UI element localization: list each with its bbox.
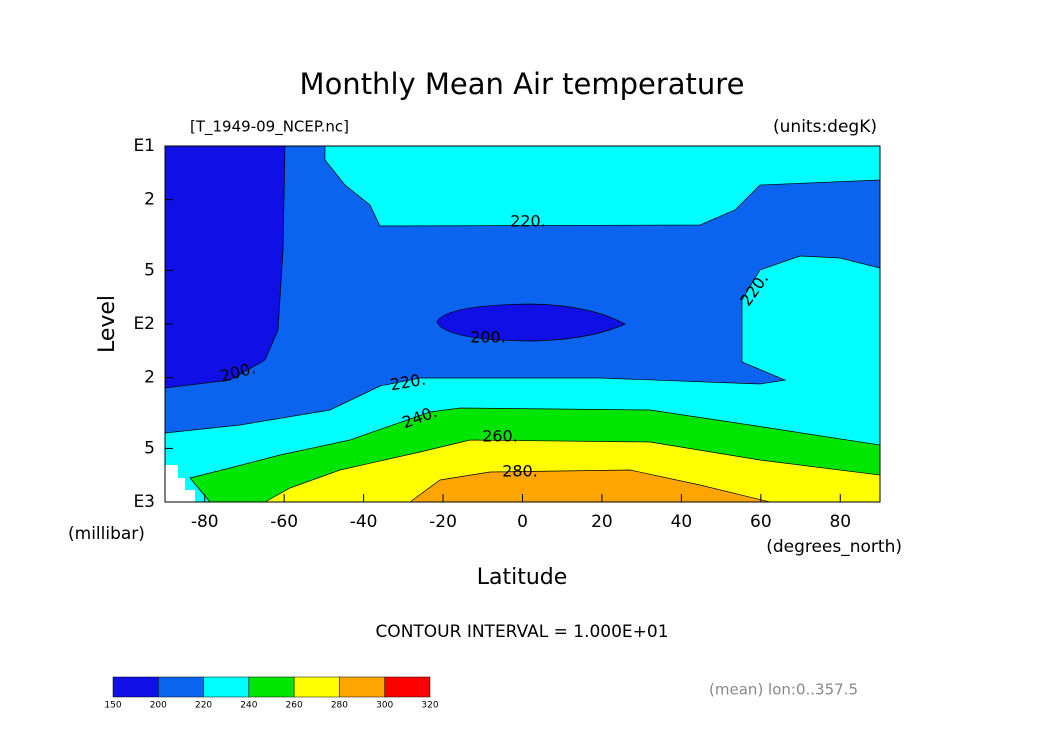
colorbar-label: 240: [240, 701, 257, 711]
x-axis-label: Latitude: [477, 565, 568, 590]
y-axis-label: Level: [95, 295, 120, 353]
colorbar-box: [203, 676, 250, 698]
contour-label: 280.: [502, 462, 538, 481]
colorbar-box: [384, 676, 431, 698]
y-tick-label: 2: [144, 368, 155, 388]
x-tick-label: 0: [517, 512, 528, 532]
colorbar-label: 320: [421, 701, 438, 711]
x-tick-label: 40: [671, 512, 693, 532]
colorbar-box: [339, 676, 385, 698]
missing-area: [165, 465, 195, 502]
contour-label: 220.: [510, 212, 546, 231]
contour-region: [436, 303, 626, 342]
contour-label: 260.: [482, 427, 518, 446]
contour-region: [164, 145, 286, 389]
x-tick-label: 60: [750, 512, 772, 532]
x-tick-label: -60: [270, 512, 298, 532]
x-tick-label: -20: [429, 512, 457, 532]
y-tick-label: 5: [144, 438, 155, 458]
y-tick-label: 2: [144, 190, 155, 210]
y-units-label: (millibar): [68, 524, 145, 544]
colorbar-label: 200: [150, 701, 167, 711]
x-tick-label: 80: [829, 512, 851, 532]
x-tick-label: -80: [191, 512, 219, 532]
x-tick-label: 20: [591, 512, 613, 532]
colorbar-box: [248, 676, 295, 698]
colorbar-box: [293, 676, 340, 698]
subtitle: [T_1949-09_NCEP.nc]: [190, 118, 349, 137]
chart-title: Monthly Mean Air temperature: [300, 67, 745, 101]
colorbar-box: [158, 676, 204, 698]
colorbar-label: 280: [331, 701, 348, 711]
contour-label: 200.: [470, 328, 506, 347]
colorbar-label: 150: [104, 701, 121, 711]
colorbar-label: 260: [286, 701, 303, 711]
contour-interval: CONTOUR INTERVAL = 1.000E+01: [375, 622, 668, 642]
colorbar-box: [112, 676, 159, 698]
note: (mean) lon:0..357.5: [709, 681, 858, 699]
colorbar-label: 300: [376, 701, 393, 711]
y-tick-label: E3: [133, 492, 155, 512]
y-tick-label: E1: [133, 136, 155, 156]
colorbar-label: 220: [195, 701, 212, 711]
units-label: (units:degK): [773, 117, 877, 137]
x-tick-label: -40: [350, 512, 378, 532]
x-units-label: (degrees_north): [766, 537, 902, 557]
y-tick-label: E2: [133, 314, 155, 334]
y-tick-label: 5: [144, 260, 155, 280]
